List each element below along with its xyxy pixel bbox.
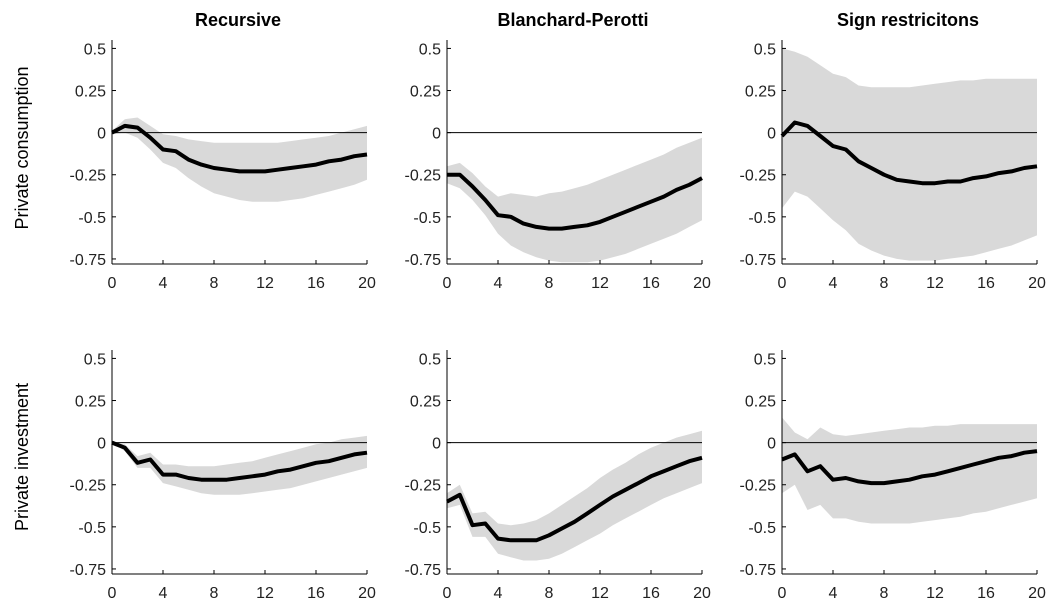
y-tick-label: 0.5 [754,41,776,58]
y-tick-label: -0.25 [740,168,777,185]
confidence-band [112,435,367,495]
x-tick-label: 12 [591,585,609,602]
x-tick-label: 16 [642,585,660,602]
x-tick-label: 12 [926,275,944,292]
x-tick-label: 16 [977,585,995,602]
panel-private-consumption-sign-restricitons: 0.50.250-0.25-0.5-0.750 4 8 12 16 20 [740,40,1046,292]
x-tick-label: 4 [494,585,503,602]
x-tick-label: 0 [108,585,117,602]
panel-private-investment-blanchard-perotti: 0.50.250-0.25-0.5-0.750 4 8 12 16 20 [405,350,711,602]
x-tick-label: 4 [829,275,838,292]
x-tick-label: 0 [108,275,117,292]
y-tick-label: 0.25 [745,394,776,411]
median-response-line [446,455,703,543]
y-tick-label: -0.75 [70,562,107,579]
median-response-line [447,172,703,231]
y-tick-label: 0 [767,126,776,143]
y-tick-label: -0.25 [405,168,442,185]
y-tick-label: 0 [767,436,776,453]
x-tick-label: 0 [443,275,452,292]
x-tick-label: 20 [358,275,376,292]
y-tick-label: 0 [432,126,441,143]
x-tick-label: 20 [1028,585,1046,602]
panel-private-investment-recursive: 0.50.250-0.25-0.5-0.750 4 8 12 16 20 [70,350,376,602]
y-tick-label: -0.5 [413,210,441,227]
x-tick-label: 20 [358,585,376,602]
y-tick-label: 0.25 [410,394,441,411]
y-tick-label: 0 [97,126,106,143]
x-tick-label: 16 [642,275,660,292]
y-tick-label: -0.5 [78,520,106,537]
y-tick-label: 0.25 [410,84,441,101]
x-tick-label: 8 [210,585,219,602]
y-tick-label: 0 [97,436,106,453]
y-tick-label: -0.75 [740,562,777,579]
x-tick-label: 4 [494,275,503,292]
median-response-line [111,440,368,482]
y-tick-label: -0.5 [413,520,441,537]
confidence-band [447,430,702,561]
column-title-sign-restrictions: Sign restricitons [837,10,979,30]
x-tick-label: 12 [256,275,274,292]
confidence-band [782,48,1037,261]
x-tick-label: 4 [159,275,168,292]
x-tick-label: 8 [545,585,554,602]
x-tick-label: 12 [591,275,609,292]
y-tick-label: -0.75 [70,252,107,269]
column-title-blanchard-perotti: Blanchard-Perotti [497,10,648,30]
y-tick-label: -0.5 [748,520,776,537]
x-tick-label: 0 [443,585,452,602]
x-tick-label: 12 [926,585,944,602]
y-tick-label: -0.25 [70,478,107,495]
y-tick-label: -0.5 [78,210,106,227]
x-tick-label: 4 [829,585,838,602]
y-tick-label: -0.75 [740,252,777,269]
y-tick-label: 0.5 [754,351,776,368]
y-tick-label: -0.5 [748,210,776,227]
x-tick-label: 8 [880,275,889,292]
x-tick-label: 16 [307,275,325,292]
x-tick-label: 8 [210,275,219,292]
x-tick-label: 16 [977,275,995,292]
y-tick-label: -0.25 [70,168,107,185]
panel-private-consumption-blanchard-perotti: 0.50.250-0.25-0.5-0.750 4 8 12 16 20 [405,40,711,292]
x-tick-label: 12 [256,585,274,602]
confidence-band [447,137,702,263]
median-response-line [780,120,1038,186]
y-tick-label: 0.25 [75,84,106,101]
row-label-private-consumption: Private consumption [12,66,32,229]
x-tick-label: 20 [693,585,711,602]
confidence-band [112,117,367,202]
x-tick-label: 0 [778,585,787,602]
median-response-line [111,123,368,174]
x-tick-label: 20 [693,275,711,292]
y-tick-label: 0.5 [84,41,106,58]
panel-private-consumption-recursive: 0.50.250-0.25-0.5-0.750 4 8 12 16 20 [70,40,376,292]
x-tick-label: 0 [778,275,787,292]
median-response-line [781,449,1038,486]
y-tick-label: -0.25 [405,478,442,495]
panels: 0.50.250-0.25-0.5-0.750 4 8 12 16 200.50.250-… [70,40,1046,602]
y-tick-label: -0.75 [405,252,442,269]
confidence-band [782,417,1037,524]
y-tick-label: 0.5 [419,41,441,58]
x-tick-label: 20 [1028,275,1046,292]
y-tick-label: 0.25 [745,84,776,101]
x-tick-label: 8 [545,275,554,292]
y-tick-label: 0 [432,436,441,453]
y-tick-label: 0.25 [75,394,106,411]
row-label-private-investment: Private investment [12,383,32,531]
y-tick-label: 0.5 [419,351,441,368]
x-tick-label: 16 [307,585,325,602]
y-tick-label: 0.5 [84,351,106,368]
column-title-recursive: Recursive [195,10,281,30]
x-tick-label: 8 [880,585,889,602]
y-tick-label: -0.25 [740,478,777,495]
x-tick-label: 4 [159,585,168,602]
panel-private-investment-sign-restricitons: 0.50.250-0.25-0.5-0.750 4 8 12 16 20 [740,350,1046,602]
y-tick-label: -0.75 [405,562,442,579]
